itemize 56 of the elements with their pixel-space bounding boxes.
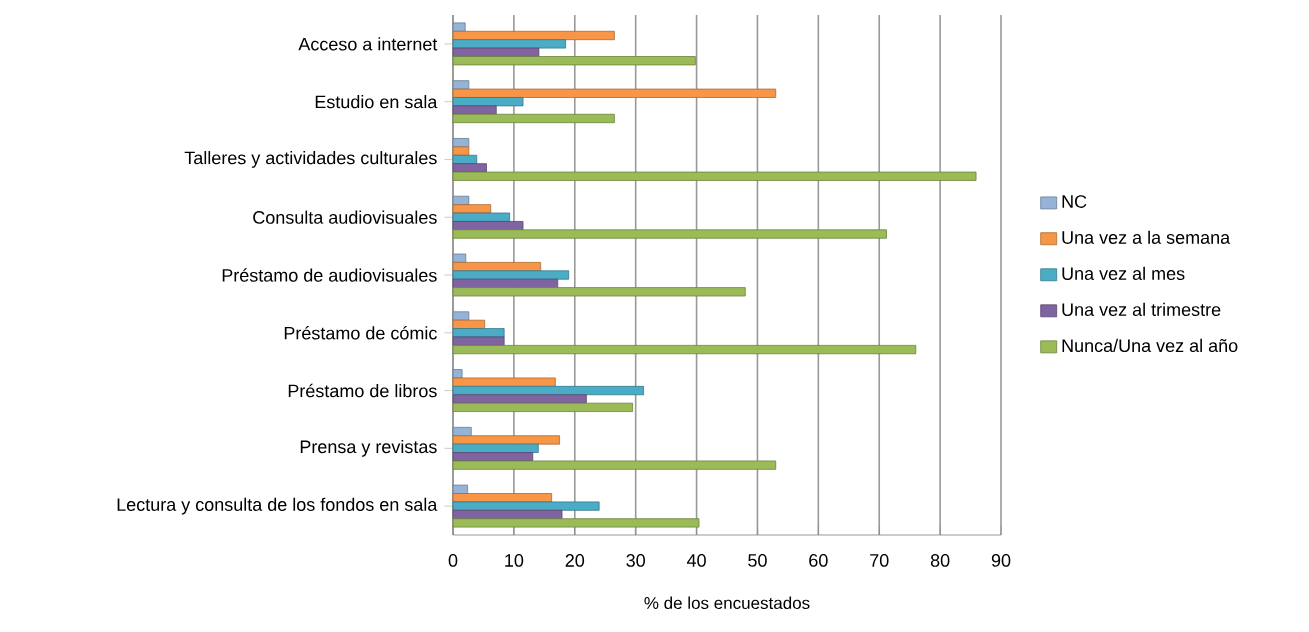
y-tick-label: Talleres y actividades culturales	[184, 151, 437, 168]
bar	[452, 501, 600, 511]
legend-label: Una vez a la semana	[1062, 230, 1231, 244]
x-tick-label: 60	[809, 554, 828, 567]
legend-label: NC	[1062, 195, 1087, 208]
bar	[452, 171, 977, 181]
x-tick-label: 90	[991, 554, 1011, 567]
legend-label: Nunca/Una vez al año	[1062, 338, 1238, 353]
legend-label: Una vez al mes	[1062, 266, 1185, 280]
bar	[452, 377, 556, 387]
x-tick-label: 0	[448, 554, 458, 567]
x-axis-title: % de los encuestados	[644, 596, 810, 610]
bar	[452, 56, 696, 66]
bar	[452, 30, 615, 41]
bar	[452, 426, 472, 437]
bar	[452, 402, 634, 412]
bar	[452, 287, 746, 297]
x-tick-label: 40	[686, 554, 706, 567]
bar	[452, 270, 570, 280]
x-tick-label: 80	[930, 554, 950, 567]
bar	[452, 22, 466, 32]
y-tick-label: Estudio en sala	[315, 95, 438, 109]
bar	[452, 311, 470, 321]
bar	[452, 484, 469, 494]
bar	[452, 344, 917, 355]
legend-label: Una vez al trimestre	[1062, 302, 1221, 317]
x-tick-label: 10	[505, 554, 524, 567]
bar	[452, 88, 777, 98]
bar	[452, 113, 615, 124]
bar	[452, 369, 463, 379]
bar	[452, 39, 567, 49]
bar	[452, 229, 887, 239]
y-tick-label: Consulta audiovisuales	[253, 210, 437, 224]
x-tick-label: 50	[748, 554, 767, 567]
bar	[452, 146, 470, 156]
bar	[452, 435, 560, 445]
x-tick-label: 70	[870, 554, 889, 567]
bar	[452, 253, 467, 263]
y-tick-label: Acceso a internet	[298, 37, 438, 51]
bar	[452, 394, 587, 404]
bar	[452, 47, 540, 57]
y-tick-label: Préstamo de libros	[288, 383, 437, 398]
bar	[452, 460, 777, 470]
bar	[452, 212, 511, 222]
bar	[452, 105, 497, 115]
bar	[452, 336, 505, 346]
bar	[452, 97, 524, 107]
y-tick-label: Prensa y revistas	[300, 439, 437, 457]
y-tick-label: Préstamo de audiovisuales	[222, 268, 437, 282]
x-tick-label: 30	[626, 554, 645, 567]
y-tick-label: Lectura y consulta de los fondos en sala	[117, 497, 438, 515]
bar	[452, 385, 644, 396]
bar	[452, 443, 539, 453]
x-tick-label: 20	[565, 554, 585, 567]
bar	[452, 518, 700, 528]
y-tick-label: Préstamo de cómic	[284, 326, 437, 340]
